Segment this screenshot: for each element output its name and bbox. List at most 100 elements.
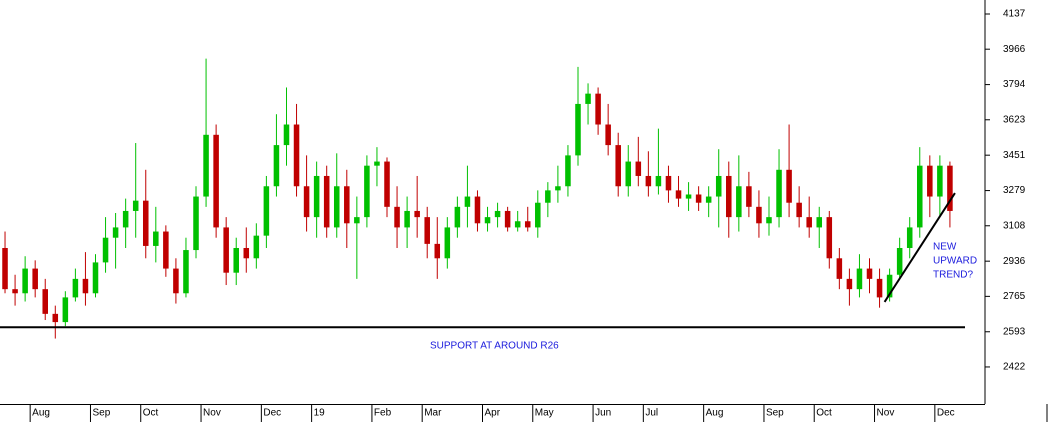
candle-body bbox=[464, 196, 471, 207]
candle-body bbox=[414, 210, 420, 218]
candle-body bbox=[524, 221, 531, 228]
candle-body bbox=[82, 278, 89, 294]
candle-body bbox=[715, 175, 722, 197]
candle-body bbox=[112, 227, 119, 238]
candle-body bbox=[504, 210, 511, 228]
candle-body bbox=[293, 124, 300, 187]
candle-body bbox=[102, 237, 109, 263]
annotation: UPWARD bbox=[933, 256, 977, 267]
candle-body bbox=[32, 268, 38, 290]
candle-body bbox=[384, 161, 390, 207]
candle-body bbox=[605, 124, 611, 146]
x-tick-label: Apr bbox=[485, 408, 501, 419]
x-tick-label: Nov bbox=[877, 408, 895, 419]
candle-body bbox=[545, 190, 551, 203]
candle-body bbox=[153, 231, 159, 246]
candle-body bbox=[323, 175, 330, 228]
candle-body bbox=[695, 194, 702, 203]
candle-body bbox=[394, 206, 400, 228]
candle-body bbox=[243, 247, 250, 259]
y-tick-label: 3451 bbox=[1003, 150, 1026, 161]
candle-body bbox=[906, 227, 913, 248]
candle-body bbox=[494, 210, 501, 218]
candle-body bbox=[424, 217, 430, 244]
candle-body bbox=[736, 186, 742, 218]
x-tick-label: Jun bbox=[595, 408, 611, 419]
candle-body bbox=[816, 217, 823, 228]
candle-body bbox=[2, 247, 8, 290]
candle-body bbox=[333, 186, 340, 228]
candle-body bbox=[947, 165, 953, 211]
x-tick-label: Aug bbox=[32, 408, 50, 419]
candle-body bbox=[404, 210, 410, 228]
candle-body bbox=[263, 186, 270, 236]
y-tick-label: 3966 bbox=[1003, 44, 1026, 55]
candle-body bbox=[856, 268, 863, 290]
annotation: SUPPORT AT AROUND R26 bbox=[430, 341, 559, 352]
x-tick-label: Oct bbox=[816, 408, 832, 419]
x-tick-label: Sep bbox=[766, 408, 784, 419]
x-tick-label: Dec bbox=[937, 408, 955, 419]
candle-body bbox=[203, 134, 209, 197]
candle-body bbox=[474, 196, 481, 224]
candle-body bbox=[565, 155, 571, 187]
candle-body bbox=[766, 217, 772, 224]
candle-body bbox=[273, 145, 280, 187]
candle-body bbox=[595, 93, 601, 125]
candle-body bbox=[444, 227, 451, 259]
candle-body bbox=[163, 231, 169, 269]
candle-body bbox=[675, 190, 682, 199]
candle-body bbox=[776, 169, 782, 218]
candle-body bbox=[705, 196, 712, 203]
candle-body bbox=[283, 124, 290, 146]
candle-body bbox=[876, 278, 883, 298]
candle-body bbox=[183, 250, 189, 294]
candle-body bbox=[72, 278, 79, 298]
y-tick-label: 4137 bbox=[1003, 9, 1026, 20]
y-tick-label: 3108 bbox=[1003, 220, 1026, 231]
candle-body bbox=[233, 247, 239, 273]
candle-body bbox=[514, 221, 521, 228]
candle-body bbox=[806, 217, 812, 228]
candle-body bbox=[585, 93, 591, 104]
candle-body bbox=[454, 206, 461, 228]
x-tick-label: Dec bbox=[263, 408, 281, 419]
candle-body bbox=[796, 202, 802, 218]
candle-body bbox=[917, 165, 923, 228]
candle-body bbox=[253, 235, 260, 259]
candle-body bbox=[665, 175, 672, 191]
candle-body bbox=[615, 145, 621, 187]
annotation: TREND? bbox=[933, 270, 973, 281]
candle-body bbox=[22, 268, 28, 294]
y-tick-label: 3794 bbox=[1003, 79, 1026, 90]
candle-body bbox=[635, 161, 642, 176]
candle-body bbox=[434, 243, 441, 259]
candle-body bbox=[364, 165, 370, 218]
candle-body bbox=[846, 278, 853, 290]
x-tick-label: Mar bbox=[424, 408, 442, 419]
candle-body bbox=[886, 274, 893, 298]
x-tick-label: Feb bbox=[374, 408, 392, 419]
trend-line bbox=[883, 192, 956, 303]
candle-body bbox=[866, 268, 873, 279]
candle-body bbox=[836, 258, 843, 279]
x-tick-label: Sep bbox=[92, 408, 110, 419]
candle-body bbox=[313, 175, 320, 218]
candle-body bbox=[173, 268, 179, 294]
candle-body bbox=[122, 210, 129, 228]
candle-body bbox=[786, 169, 792, 203]
candle-body bbox=[826, 217, 833, 259]
candle-body bbox=[62, 297, 69, 323]
candle-body bbox=[756, 206, 762, 224]
candle-body bbox=[223, 227, 229, 273]
y-tick-label: 2422 bbox=[1003, 362, 1026, 373]
candle-body bbox=[746, 186, 752, 207]
candle-body bbox=[303, 186, 310, 218]
candle-body bbox=[535, 202, 541, 228]
candle-body bbox=[344, 186, 350, 224]
candle-body bbox=[213, 134, 219, 228]
candle-body bbox=[655, 175, 662, 187]
candle-body bbox=[42, 289, 48, 314]
y-tick-label: 2936 bbox=[1003, 256, 1026, 267]
y-tick-label: 3279 bbox=[1003, 185, 1026, 196]
